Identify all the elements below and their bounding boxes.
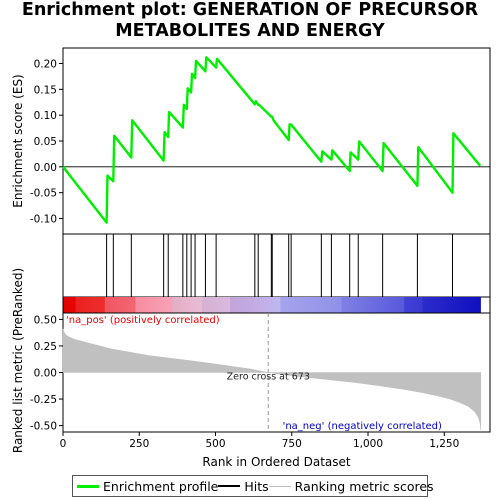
chart-title: Enrichment plot: GENERATION OF PRECURSOR… [0, 0, 500, 42]
enrichment-profile-line [62, 56, 482, 224]
legend-swatch-enrichment [77, 484, 99, 488]
x-tick-label: 750 [282, 438, 302, 450]
legend-swatch-metric [268, 485, 291, 487]
legend-item-hits: Hits [218, 478, 269, 494]
metric-area [62, 328, 482, 430]
legend-label-hits: Hits [244, 478, 269, 494]
es-y-tick-label: 0.05 [34, 136, 57, 148]
rank-band [230, 297, 281, 313]
rank-band [75, 297, 105, 313]
rank-color-bar [62, 233, 491, 314]
hits-panel [62, 233, 491, 298]
legend: Enrichment profile Hits Ranking metric s… [72, 475, 434, 497]
rank-band [104, 297, 136, 313]
pos-correlated-label: 'na_pos' (positively correlated) [66, 315, 220, 326]
es-y-tick-label: 0.10 [34, 110, 57, 122]
es-y-tick-label: -0.05 [30, 188, 57, 200]
rank-band [135, 297, 172, 313]
es-y-tick-label: 0.00 [34, 162, 57, 174]
rank-band [202, 297, 231, 313]
legend-swatch-hits [218, 485, 241, 487]
x-tick-label: 500 [205, 438, 225, 450]
es-frame [62, 47, 491, 235]
rank-band [341, 297, 405, 313]
rank-band [404, 297, 423, 313]
es-panel: -0.10 -0.05 0.00 0.05 0.10 0.15 0.20 Enrichment… [11, 47, 491, 235]
chart-title-line-2: METABOLITES AND ENERGY [115, 21, 385, 41]
rank-band [171, 297, 203, 313]
legend-item-enrichment: Enrichment profile [77, 479, 218, 494]
metric-y-tick-label: -0.50 [30, 421, 57, 433]
metric-y-tick-label: 0.00 [34, 368, 57, 380]
rank-band [63, 297, 76, 313]
metric-y-tick-label: 0.25 [34, 341, 57, 353]
rank-band [422, 297, 481, 313]
legend-label-metric: Ranking metric scores [294, 478, 434, 494]
zero-cross-label: Zero cross at 673 [227, 372, 310, 383]
metric-y-tick-label: -0.25 [30, 394, 57, 406]
rank-band [280, 297, 342, 313]
x-tick-label: 250 [129, 438, 149, 450]
legend-item-metric: Ranking metric scores [268, 478, 434, 494]
es-y-tick-label: 0.15 [34, 84, 57, 96]
es-y-tick-label: -0.10 [30, 214, 57, 226]
metric-y-tick-label: 0.50 [34, 314, 57, 326]
chart-title-line-1: Enrichment plot: GENERATION OF PRECURSOR [21, 0, 479, 20]
x-tick-label: 0 [60, 438, 67, 450]
legend-label-enrichment: Enrichment profile [103, 478, 219, 494]
metric-panel: Zero cross at 673 'na_pos' (positively co… [11, 268, 491, 469]
metric-y-axis-label: Ranked list metric (PreRanked) [11, 268, 25, 453]
es-y-tick-label: 0.20 [34, 59, 57, 71]
x-tick-label: 1,250 [429, 438, 459, 450]
neg-correlated-label: 'na_neg' (negatively correlated) [283, 421, 442, 432]
hits-frame [62, 233, 491, 298]
x-axis-label: Rank in Ordered Dataset [202, 455, 350, 469]
x-tick-label: 1,000 [353, 438, 383, 450]
es-y-axis-label: Enrichment score (ES) [11, 74, 25, 207]
